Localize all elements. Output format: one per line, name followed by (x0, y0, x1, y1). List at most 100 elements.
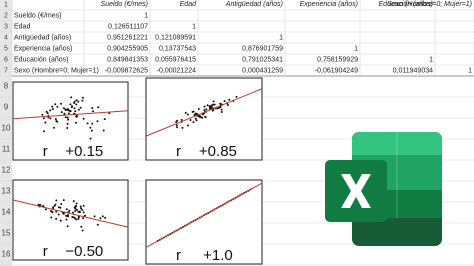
scatter-dot (89, 137, 92, 140)
scatter-dot (96, 120, 99, 123)
scatter-dot (67, 118, 70, 121)
row-header-bg (0, 0, 12, 266)
cell-value: 0,876901759 (242, 45, 283, 52)
scatter-dot (74, 217, 77, 220)
scatter-dot (67, 109, 70, 112)
scatter-dot (81, 208, 84, 211)
scatter-dot (41, 113, 44, 116)
scatter-dot (81, 99, 84, 102)
scatter-dot (52, 206, 55, 209)
row-label: Sexo (Hombre=0; Mujer=1) (14, 67, 99, 74)
cell-value: 0,791025341 (242, 56, 283, 63)
trend-line (145, 88, 263, 137)
scatter-dot (55, 119, 58, 122)
cell-value: 0,849841353 (107, 56, 148, 63)
scatter-dot (82, 117, 85, 120)
scatter-dot (43, 130, 46, 133)
scatter-dot (198, 115, 201, 118)
scatter-dot (75, 103, 78, 106)
cell-value: -0,00021224 (157, 67, 196, 74)
row-number: 9 (4, 103, 9, 112)
row-label: Educación (años) (14, 56, 68, 63)
row-number: 15 (2, 229, 11, 238)
scatter-dot (216, 107, 219, 110)
column-header: Sueldo (€/mes) (101, 1, 148, 8)
scatter-dot (206, 104, 209, 107)
cell-value: 0,904255905 (107, 45, 148, 52)
cell-value: -0,061904249 (315, 67, 358, 74)
scatter-dot (91, 122, 94, 125)
scatter-dot (195, 119, 198, 122)
scatter-dot (219, 102, 222, 105)
scatter-dot (220, 111, 223, 114)
scatter-dot (74, 121, 77, 124)
row-number: 14 (2, 208, 11, 217)
scatter-dot (194, 117, 197, 120)
scatter-dot (67, 112, 70, 115)
r-value: −0.50 (65, 243, 103, 260)
scatter-dot (82, 204, 85, 207)
scatter-dot (192, 121, 195, 124)
scatter-dot (49, 109, 52, 112)
scatter-dot (47, 116, 50, 119)
scatter-dot (70, 106, 73, 109)
row-number: 8 (4, 82, 9, 91)
cell-value: 1 (279, 34, 283, 41)
scatter-dot (181, 126, 184, 129)
plots: r +0.15 r +0.85 r −0.50 r +1.0 (12, 77, 263, 265)
scatter-dot (69, 103, 72, 106)
cell-value: 1 (468, 67, 472, 74)
scatter-dot (77, 216, 80, 219)
scatter-dot (186, 113, 189, 116)
r-symbol: r (43, 143, 48, 160)
scatter-dot (77, 108, 80, 111)
scatter-dot (66, 225, 69, 228)
scatter-dot (203, 105, 206, 108)
scatter-dot (186, 124, 189, 127)
scatter-dot (80, 225, 83, 228)
scatter-dot (212, 103, 215, 106)
scatter-dot (90, 129, 93, 132)
scatter-dot (42, 117, 45, 120)
row-number: 6 (4, 56, 8, 63)
scatter-dot (59, 219, 62, 222)
scatter-dot (102, 129, 105, 132)
cell-value: 0,951261221 (107, 34, 148, 41)
scatter-dot (46, 112, 49, 115)
scatter-dot (56, 105, 59, 108)
scatter-dot (79, 205, 82, 208)
scatter-dot (220, 108, 223, 111)
scatter-dot (176, 119, 179, 122)
scatter-dot (68, 209, 71, 212)
scatter-dot (62, 199, 65, 202)
scatter-dot (205, 108, 208, 111)
scatter-dot (54, 103, 57, 106)
row-number: 2 (4, 12, 8, 19)
row-number: 12 (2, 166, 11, 175)
trend-line (12, 199, 129, 228)
trend-line (12, 110, 129, 120)
scatter-dot (99, 217, 102, 220)
scatter-dot (81, 229, 84, 232)
scatter-dot (55, 199, 58, 202)
scatter-dot (59, 206, 62, 209)
cell-value: 0,13737543 (159, 45, 196, 52)
scatter-dot (62, 212, 65, 215)
scatter-dot (72, 211, 75, 214)
scatter-dot (60, 203, 63, 206)
plot-frame (12, 81, 129, 161)
scatter-dot (45, 110, 48, 113)
cell-value: 1 (192, 23, 196, 30)
cell-value: 1 (354, 45, 358, 52)
cell-value: 1 (429, 56, 433, 63)
scatter-dot (66, 126, 69, 129)
row-label: Antigüedad (años) (14, 34, 71, 41)
scatter-dot (51, 107, 54, 110)
scatter-dot (75, 99, 78, 102)
scatter-dot (180, 118, 183, 121)
scatter-dot (73, 206, 76, 209)
scatter-dot (66, 122, 69, 125)
scatter-dot (70, 96, 73, 99)
excel-logo (325, 132, 442, 246)
